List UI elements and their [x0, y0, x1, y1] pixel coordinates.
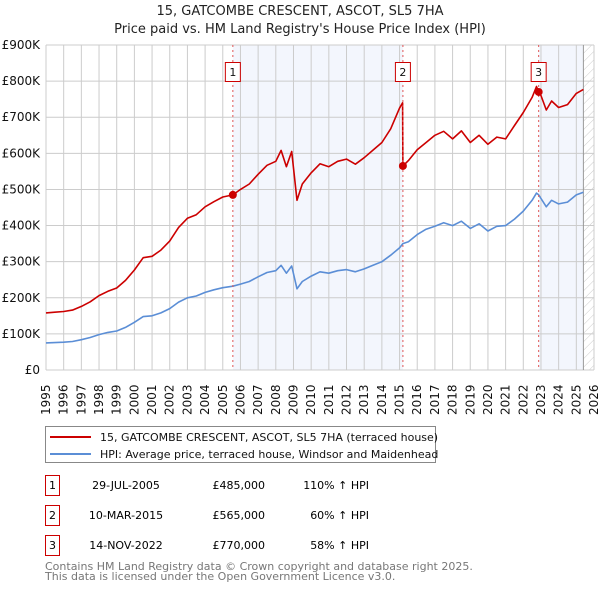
x-tick-label: 1999	[110, 384, 124, 415]
sales-table: 1 29-JUL-2005 £485,000 110% ↑ HPI 2 10-M…	[45, 475, 369, 556]
x-tick-label: 2023	[534, 384, 548, 415]
property-price-line	[45, 85, 584, 314]
chart-subtitle: Price paid vs. HM Land Registry's House …	[114, 22, 486, 37]
x-tick-label: 2013	[357, 384, 371, 415]
x-tick-label: 2005	[216, 384, 230, 415]
x-tick-label: 2009	[286, 384, 300, 415]
sale-label: 3	[535, 66, 542, 79]
x-tick-label: 2004	[198, 384, 212, 415]
x-tick-label: 2016	[410, 384, 424, 415]
sale-label-box	[224, 62, 241, 82]
x-tick-label: 2019	[463, 384, 477, 415]
sale-row: 1 29-JUL-2005 £485,000 110% ↑ HPI	[45, 475, 369, 496]
sale-date: 10-MAR-2015	[89, 509, 163, 522]
y-tick-label: £100K	[2, 327, 42, 341]
sale-point	[534, 87, 543, 96]
y-tick-label: £500K	[2, 182, 42, 196]
x-tick-label: 2026	[587, 384, 600, 415]
sale-price: £565,000	[213, 509, 266, 522]
sale-hpi: 60% ↑ HPI	[310, 509, 369, 522]
sale-label-box	[394, 62, 411, 82]
ownership-band	[232, 45, 403, 370]
x-tick-label: 2017	[428, 384, 442, 415]
x-tick-label: 2015	[393, 384, 407, 415]
footer-licence: This data is licensed under the Open Gov…	[44, 570, 395, 583]
y-tick-label: £300K	[2, 255, 42, 269]
y-tick-label: £0	[25, 363, 40, 377]
footer-copyright: Contains HM Land Registry data © Crown c…	[45, 560, 473, 573]
hpi-line	[45, 191, 584, 344]
x-tick-label: 2003	[180, 384, 194, 415]
x-tick-label: 2014	[375, 384, 389, 415]
sale-label: 1	[229, 66, 236, 79]
sale-hpi: 110% ↑ HPI	[303, 479, 369, 492]
sale-label-box	[530, 62, 547, 82]
x-tick-label: 2000	[127, 384, 141, 415]
y-tick-label: £700K	[2, 110, 42, 124]
sale-number: 3	[49, 539, 56, 552]
sale-hpi: 58% ↑ HPI	[310, 539, 369, 552]
x-tick-label: 2001	[145, 384, 159, 415]
x-tick-label: 2006	[233, 384, 247, 415]
sale-row: 3 14-NOV-2022 £770,000 58% ↑ HPI	[45, 535, 369, 556]
x-tick-label: 2012	[340, 384, 354, 415]
sale-number: 1	[49, 479, 56, 492]
sale-number: 2	[49, 509, 56, 522]
legend: 15, GATCOMBE CRESCENT, ASCOT, SL5 7HA (t…	[45, 426, 438, 463]
forecast-hatch	[583, 45, 594, 370]
sale-price: £485,000	[213, 479, 266, 492]
x-tick-label: 2007	[251, 384, 265, 415]
x-tick-label: 2024	[552, 384, 566, 415]
x-tick-label: 2008	[269, 384, 283, 415]
y-tick-label: £400K	[2, 219, 42, 233]
sale-point	[228, 190, 237, 199]
x-tick-label: 2018	[446, 384, 460, 415]
x-tick-label: 2025	[569, 384, 583, 415]
x-tick-label: 2020	[481, 384, 495, 415]
y-tick-label: £900K	[2, 38, 42, 52]
sale-date: 29-JUL-2005	[92, 479, 160, 492]
sale-label: 2	[399, 66, 406, 79]
x-tick-label: 1996	[57, 384, 71, 415]
x-tick-label: 1995	[39, 384, 53, 415]
sale-date: 14-NOV-2022	[89, 539, 163, 552]
y-tick-label: £600K	[2, 146, 42, 160]
legend-label-hpi: HPI: Average price, terraced house, Wind…	[100, 448, 438, 461]
x-tick-label: 2010	[304, 384, 318, 415]
x-tick-label: 2002	[163, 384, 177, 415]
x-tick-label: 2011	[322, 384, 336, 415]
x-tick-label: 1998	[92, 384, 106, 415]
chart-title: 15, GATCOMBE CRESCENT, ASCOT, SL5 7HA	[156, 4, 443, 19]
x-tick-label: 1997	[74, 384, 88, 415]
sale-point	[398, 161, 407, 170]
x-tick-label: 2022	[516, 384, 530, 415]
y-tick-label: £800K	[2, 74, 42, 88]
legend-label-property: 15, GATCOMBE CRESCENT, ASCOT, SL5 7HA (t…	[100, 431, 438, 444]
sale-price: £770,000	[213, 539, 266, 552]
sale-row: 2 10-MAR-2015 £565,000 60% ↑ HPI	[45, 505, 369, 526]
y-tick-label: £200K	[2, 291, 42, 305]
x-tick-label: 2021	[499, 384, 513, 415]
